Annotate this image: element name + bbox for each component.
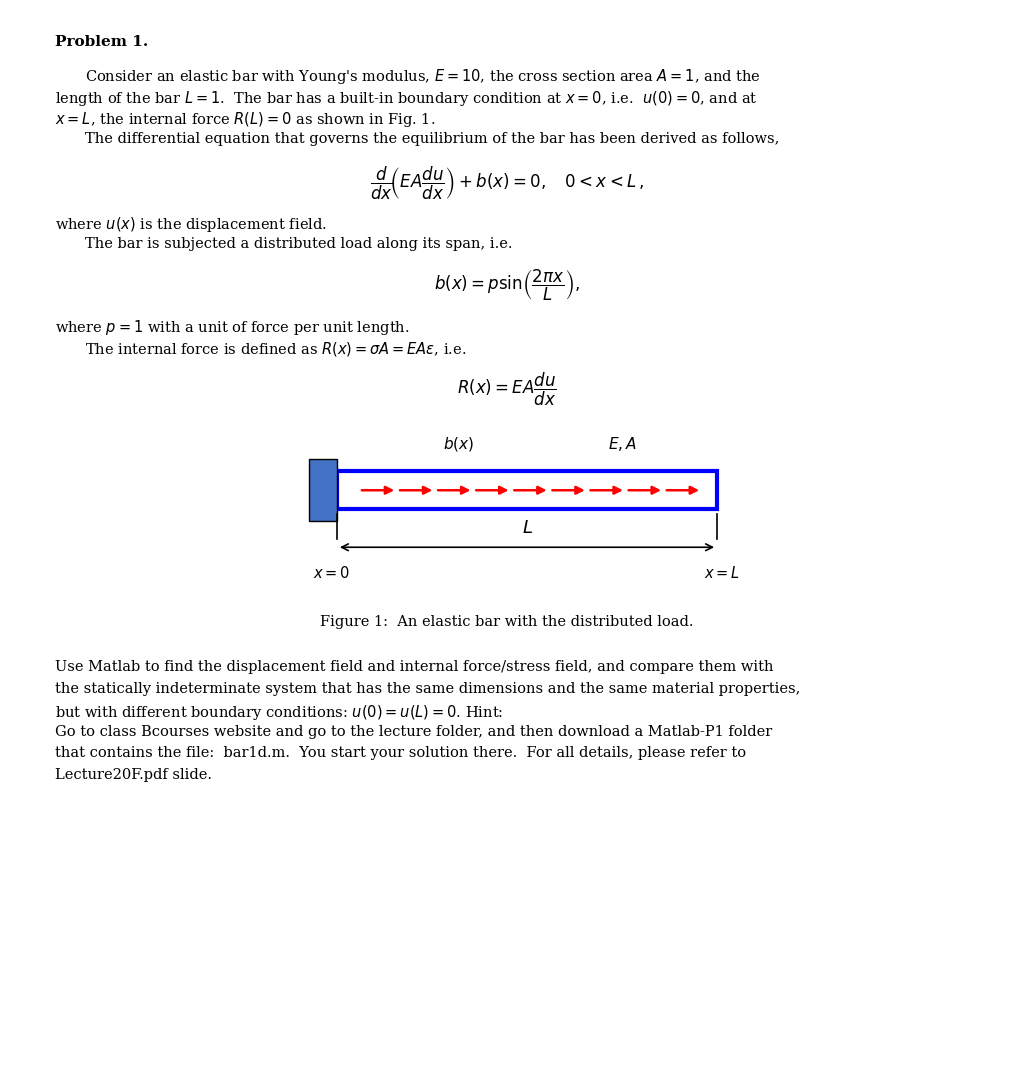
Text: $b(x)$: $b(x)$: [443, 435, 475, 454]
Text: length of the bar $L = 1$.  The bar has a built-in boundary condition at $x = 0$: length of the bar $L = 1$. The bar has a…: [55, 89, 757, 108]
Bar: [337, 471, 717, 509]
Text: but with different boundary conditions: $u(0) = u(L) = 0$. Hint:: but with different boundary conditions: …: [55, 703, 503, 722]
Text: that contains the file:  bar1d.m.  You start your solution there.  For all detai: that contains the file: bar1d.m. You sta…: [55, 746, 746, 761]
Bar: [309, 459, 337, 521]
Text: $x = L$: $x = L$: [704, 565, 740, 581]
Text: Consider an elastic bar with Young's modulus, $E = 10$, the cross section area $: Consider an elastic bar with Young's mod…: [85, 67, 761, 87]
Text: The internal force is defined as $R(x) = \sigma A = EA\epsilon$, i.e.: The internal force is defined as $R(x) =…: [85, 340, 466, 357]
Text: $x = L$, the internal force $R(L) = 0$ as shown in Fig. 1.: $x = L$, the internal force $R(L) = 0$ a…: [55, 110, 435, 129]
Text: Use Matlab to find the displacement field and internal force/stress field, and c: Use Matlab to find the displacement fiel…: [55, 660, 774, 674]
Text: Lecture20F.pdf slide.: Lecture20F.pdf slide.: [55, 768, 212, 782]
Text: $b(x) = p\sin\!\left(\dfrac{2\pi x}{L}\right),$: $b(x) = p\sin\!\left(\dfrac{2\pi x}{L}\r…: [434, 269, 580, 304]
Text: $E, A$: $E, A$: [607, 435, 637, 454]
Text: The differential equation that governs the equilibrium of the bar has been deriv: The differential equation that governs t…: [85, 132, 780, 146]
Text: where $u(x)$ is the displacement field.: where $u(x)$ is the displacement field.: [55, 215, 327, 234]
Text: $L$: $L$: [521, 519, 532, 537]
Text: Go to class Bcourses website and go to the lecture folder, and then download a M: Go to class Bcourses website and go to t…: [55, 724, 773, 738]
Text: the statically indeterminate system that has the same dimensions and the same ma: the statically indeterminate system that…: [55, 682, 800, 696]
Text: Problem 1.: Problem 1.: [55, 35, 148, 49]
Text: Figure 1:  An elastic bar with the distributed load.: Figure 1: An elastic bar with the distri…: [320, 615, 694, 629]
Text: where $p = 1$ with a unit of force per unit length.: where $p = 1$ with a unit of force per u…: [55, 318, 410, 337]
Text: The bar is subjected a distributed load along its span, i.e.: The bar is subjected a distributed load …: [85, 236, 512, 250]
Text: $x = 0$: $x = 0$: [313, 565, 351, 581]
Text: $R(x) = EA\dfrac{du}{dx}$: $R(x) = EA\dfrac{du}{dx}$: [457, 371, 557, 409]
Text: $\dfrac{d}{dx}\!\left(EA\dfrac{du}{dx}\right) + b(x) = 0, \quad 0 < x < L\,,$: $\dfrac{d}{dx}\!\left(EA\dfrac{du}{dx}\r…: [370, 165, 644, 202]
